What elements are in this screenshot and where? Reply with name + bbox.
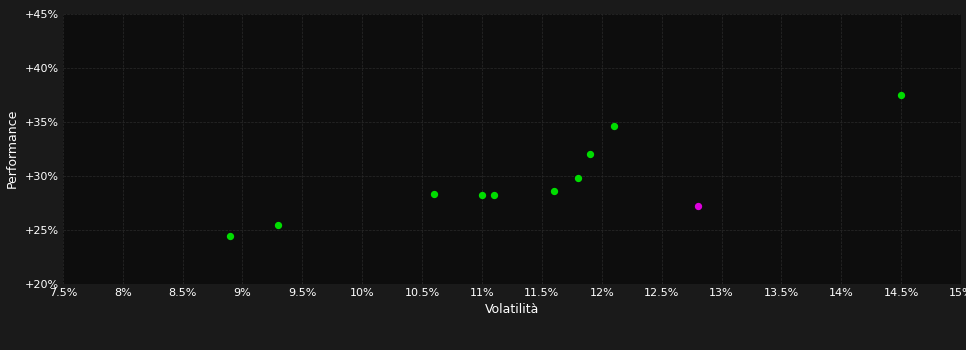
Point <box>690 203 705 209</box>
Point <box>270 223 286 228</box>
Point <box>894 92 909 98</box>
X-axis label: Volatilità: Volatilità <box>485 303 539 316</box>
Point <box>606 123 621 129</box>
Point <box>223 233 239 239</box>
Y-axis label: Performance: Performance <box>6 109 19 188</box>
Point <box>486 192 501 198</box>
Point <box>582 151 598 157</box>
Point <box>474 192 490 198</box>
Point <box>570 175 585 181</box>
Point <box>546 188 561 194</box>
Point <box>426 191 441 197</box>
